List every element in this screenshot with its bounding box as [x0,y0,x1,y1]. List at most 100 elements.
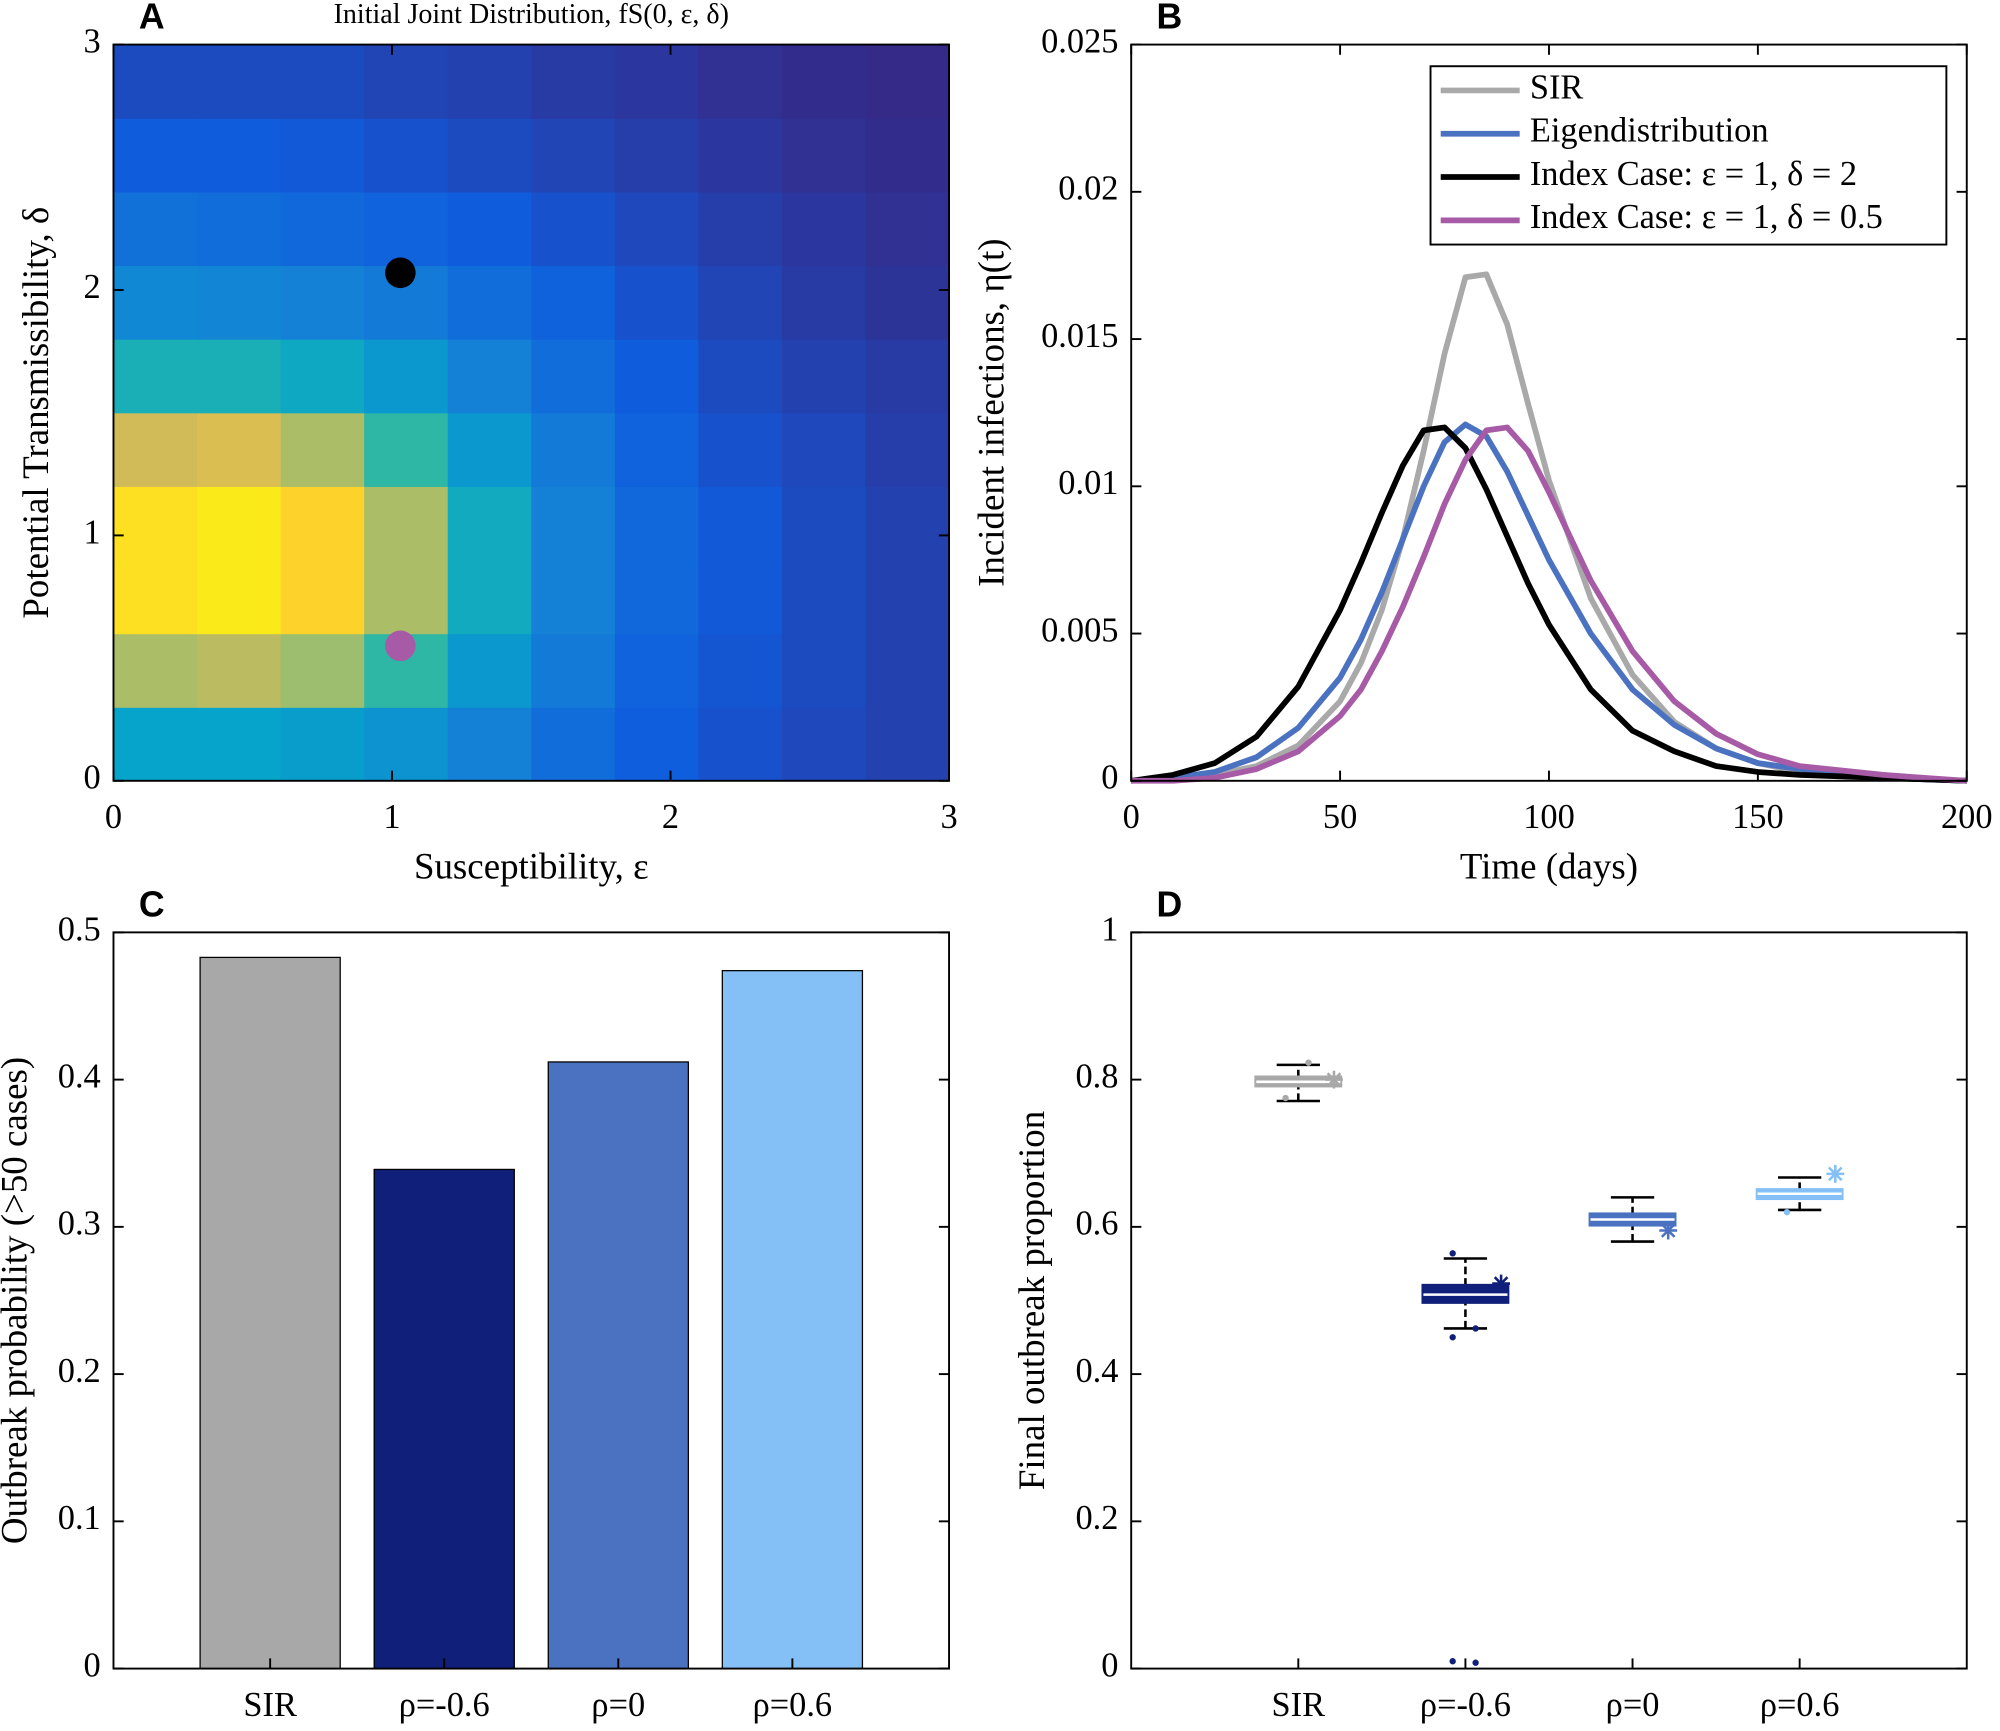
panel-label: B [1157,0,1183,37]
heat-cell [113,339,198,414]
heat-cell [364,339,449,414]
x-tick-label: 3 [940,798,957,836]
heat-cell [447,191,532,267]
heat-cell [781,339,867,414]
heat-cell [781,486,867,561]
x-tick-label: SIR [243,1686,297,1724]
y-tick-label: 2 [84,268,101,306]
y-tick-label: 0.015 [1041,317,1118,355]
heat-cell [197,265,282,340]
y-axis-label: Incident infections, η(t) [970,238,1012,586]
heat-cell [197,707,282,782]
legend-label: Index Case: ε = 1, δ = 0.5 [1530,198,1883,236]
heat-cell [614,559,700,635]
panel-label: C [139,884,165,924]
chart-title: Initial Joint Distribution, fS(0, ε, δ) [334,0,729,30]
x-axis-label: Time (days) [1460,845,1638,887]
heat-cell [280,191,365,267]
outlier [1282,1094,1289,1102]
x-tick-label: 50 [1323,798,1357,836]
heat-cell [113,44,198,119]
heat-cell [447,118,532,193]
y-tick-label: 0 [84,759,101,797]
y-tick-label: 0.8 [1075,1058,1118,1096]
heat-cell [197,191,282,267]
x-tick-label: ρ=0.6 [753,1686,833,1724]
heat-cell [197,118,282,193]
heat-cell [614,265,700,340]
y-tick-label: 1 [1101,910,1118,948]
heat-cell [447,339,532,414]
x-tick-label: 0 [1123,798,1140,836]
heat-cell [698,633,783,708]
y-tick-label: 0.4 [58,1058,101,1096]
line [1130,271,1967,784]
heat-cell [447,412,532,487]
y-tick-label: 0.3 [58,1205,101,1243]
y-tick-label: 3 [84,22,101,60]
asterisk-stroke [1493,1276,1509,1291]
y-tick-label: 0.6 [1075,1205,1118,1243]
heat-cell [865,486,950,561]
heat-cell [781,707,867,782]
heat-cell [364,559,449,635]
heat-cell [364,44,449,119]
heat-cell [614,486,700,561]
x-tick-label: ρ=-0.6 [1420,1686,1511,1724]
heat-cell [364,412,449,487]
x-tick-label: 1 [383,798,400,836]
heat-cell [698,559,783,635]
y-axis-label: Outbreak probability (>50 cases) [0,1057,35,1544]
heat-cell [113,559,198,635]
y-tick-label: 0.025 [1041,22,1118,60]
outlier [1305,1059,1312,1066]
heat-cell [113,486,198,561]
heat-cell [865,633,950,708]
y-tick-label: 0.1 [58,1499,101,1537]
x-tick-label: SIR [1272,1686,1326,1724]
heat-cell [865,412,950,487]
heat-cell [781,44,867,119]
heat-cell [113,191,198,267]
heat-cell [531,191,616,267]
heat-cell [698,707,783,782]
axes-box [1130,931,1968,1670]
heat-cell [781,118,867,193]
heat-cell [531,707,616,782]
outlier [1449,1250,1456,1257]
heat-cell [447,44,532,119]
axes-box [112,931,951,1670]
heat-cell [865,118,950,193]
x-tick-label: ρ=0 [1606,1686,1660,1724]
heat-cell [531,339,616,414]
heat-cell [364,707,449,782]
legend-label: Eigendistribution [1530,112,1769,150]
heat-cell [531,559,616,635]
heat-cell [614,633,700,708]
heat-cell [447,707,532,782]
heat-cell [865,265,950,340]
heat-cell [447,265,532,340]
heat-cell [614,191,700,267]
heat-cell [698,339,783,414]
heat-cell [698,486,783,561]
heat-cell [280,44,365,119]
heat-cell [364,118,449,193]
heat-cell [113,118,198,193]
heat-cell [280,707,365,782]
panel-label: A [139,0,165,37]
heat-cell [113,265,198,340]
heat-cell [781,633,867,708]
heat-cell [531,633,616,708]
heat-cell [531,412,616,487]
point [385,630,416,662]
line [1130,424,1967,784]
outlier [1472,1325,1479,1332]
heat-cell [197,633,282,708]
y-tick-label: 0.2 [58,1352,101,1390]
x-tick-label: ρ=-0.6 [399,1686,490,1724]
outlier [1472,1659,1479,1666]
y-tick-label: 0 [1101,1646,1118,1684]
outlier [1449,1658,1456,1665]
